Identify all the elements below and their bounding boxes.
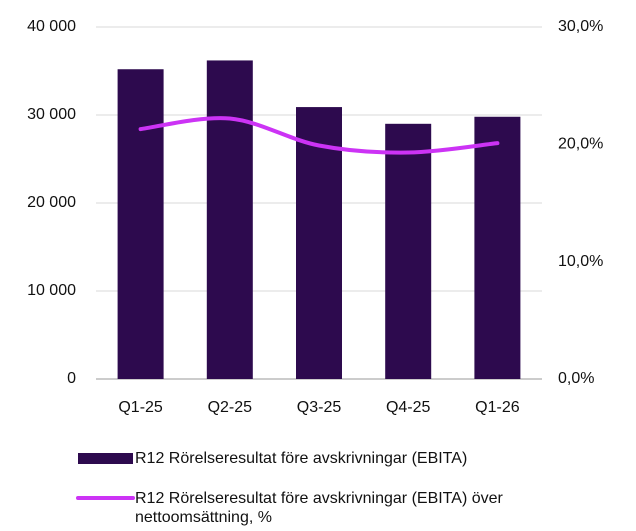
legend-label: R12 Rörelseresultat före avskrivningar (… bbox=[135, 490, 503, 526]
bar bbox=[296, 107, 342, 379]
x-tick-label: Q2-25 bbox=[208, 399, 253, 416]
legend-swatch bbox=[78, 453, 133, 464]
y-tick-label: 20 000 bbox=[27, 194, 76, 211]
bar bbox=[117, 69, 164, 380]
y2-tick-label: 20,0% bbox=[558, 136, 603, 153]
y2-tick-label: 10,0% bbox=[558, 253, 603, 270]
y2-tick-label: 30,0% bbox=[558, 18, 603, 35]
bar bbox=[206, 60, 253, 379]
y-tick-label: 30 000 bbox=[27, 106, 76, 123]
y-tick-label: 40 000 bbox=[27, 18, 76, 35]
y2-tick-label: 0,0% bbox=[558, 370, 594, 387]
y-tick-label: 0 bbox=[67, 370, 76, 387]
bar bbox=[474, 116, 521, 379]
x-tick-label: Q4-25 bbox=[386, 399, 431, 416]
x-tick-label: Q1-25 bbox=[118, 399, 163, 416]
x-tick-label: Q3-25 bbox=[297, 399, 342, 416]
legend-label: R12 Rörelseresultat före avskrivningar (… bbox=[135, 450, 468, 467]
line bbox=[138, 116, 500, 155]
bar bbox=[385, 123, 432, 379]
y-tick-label: 10 000 bbox=[27, 282, 76, 299]
x-tick-label: Q1-26 bbox=[475, 399, 520, 416]
